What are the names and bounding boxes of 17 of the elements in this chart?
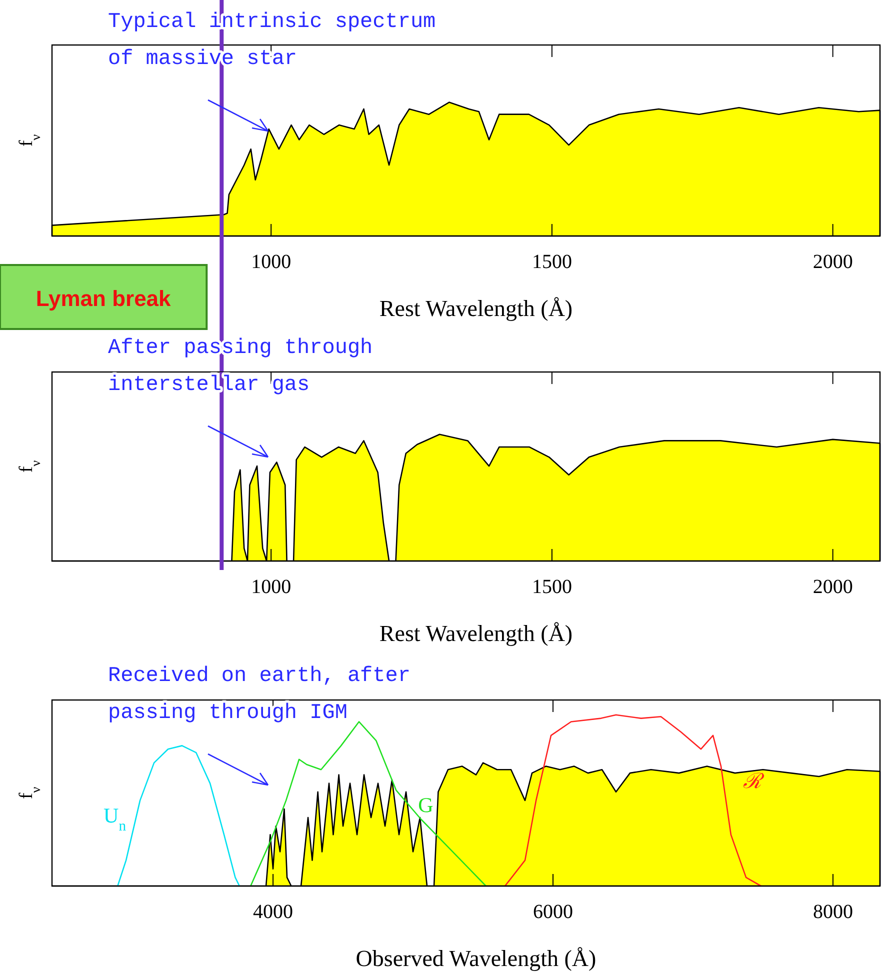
x-axis-title: Rest Wavelength (Å) <box>379 296 573 321</box>
ref-line-label: Lyman break <box>36 286 172 311</box>
x-tick-label: 1000 <box>251 576 292 598</box>
annotation: Received on earth, after passing through IGM <box>108 665 410 725</box>
x-tick-label: 2000 <box>812 576 853 598</box>
x-axis-title: Observed Wavelength (Å) <box>356 946 596 971</box>
series-label: U$_{n}$ <box>104 803 127 834</box>
series-label: ℛ <box>742 769 765 794</box>
series-label: G <box>418 793 434 818</box>
x-tick-label: 6000 <box>533 901 573 923</box>
x-axis-title: Rest Wavelength (Å) <box>379 621 573 646</box>
x-tick-label: 1500 <box>532 576 572 598</box>
x-tick-label: 2000 <box>812 251 853 273</box>
x-tick-label: 8000 <box>812 901 853 923</box>
x-tick-label: 1000 <box>251 251 292 273</box>
x-tick-label: 1500 <box>532 251 572 273</box>
x-tick-label: 4000 <box>253 901 294 923</box>
